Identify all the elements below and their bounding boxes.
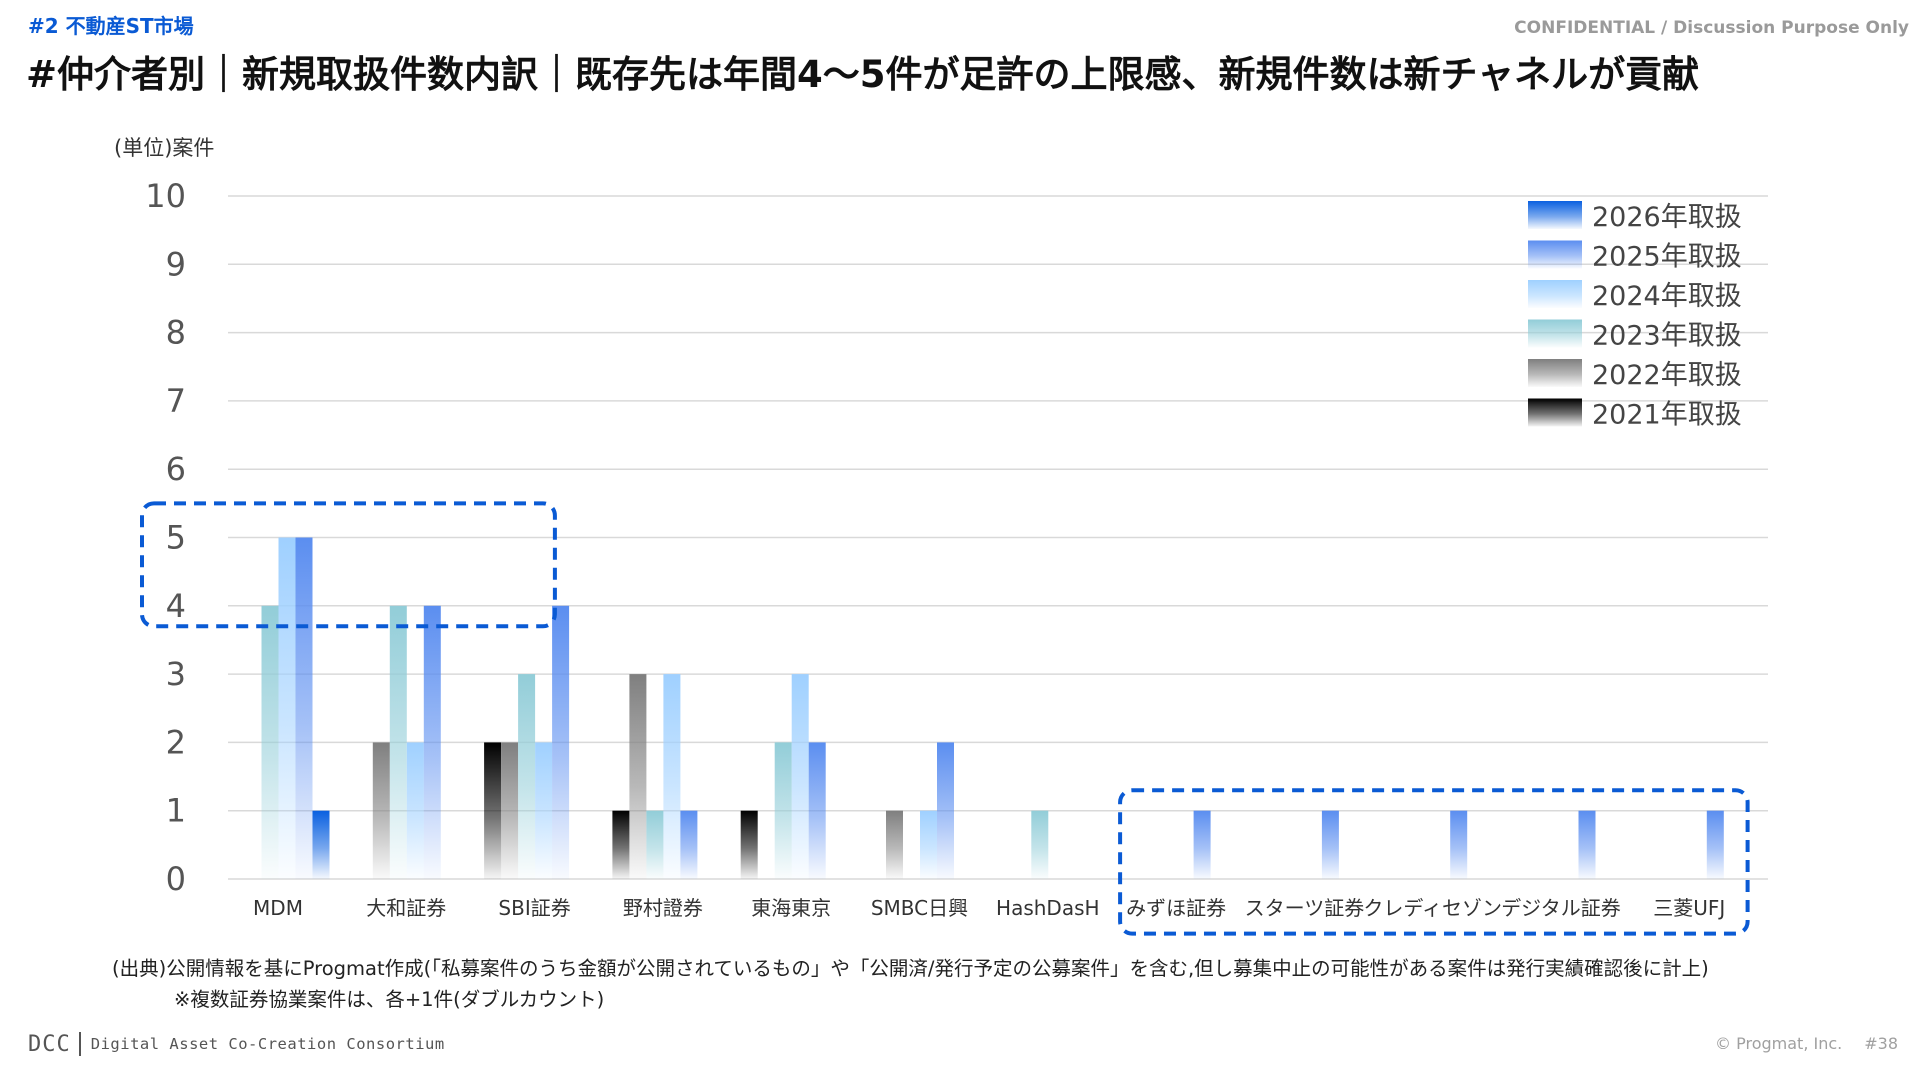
bar-2025年取扱-MDM: [295, 537, 313, 879]
legend-swatch: [1528, 280, 1582, 308]
legend-swatch: [1528, 319, 1582, 348]
copyright: © Progmat, Inc. #38: [1693, 1034, 1898, 1053]
y-tick-label: 2: [166, 723, 186, 761]
bar-2025年取扱-野村證券: [680, 810, 698, 879]
page-number: #38: [1864, 1034, 1898, 1053]
y-tick-label: 1: [166, 792, 186, 830]
copyright-text: © Progmat, Inc.: [1715, 1034, 1843, 1053]
y-tick-label: 5: [166, 519, 186, 557]
bar-2023年取扱-大和証券: [389, 605, 407, 879]
bar-2023年取扱-東海東京: [774, 742, 792, 879]
x-tick-label: 三菱UFJ: [1653, 896, 1725, 920]
legend-swatch: [1528, 398, 1582, 427]
legend-swatch: [1528, 201, 1582, 229]
bar-2021年取扱-東海東京: [740, 810, 758, 879]
y-tick-label: 7: [166, 382, 186, 420]
legend-swatch: [1528, 359, 1582, 387]
bar-2025年取扱-SMBC日興: [937, 742, 954, 879]
bar-2023年取扱-MDM: [261, 605, 279, 879]
bar-2024年取扱-SMBC日興: [920, 810, 937, 879]
x-tick-label: みずほ証券: [1126, 896, 1226, 920]
bar-2021年取扱-SBI証券: [484, 742, 502, 879]
legend-label: 2022年取扱: [1592, 360, 1742, 391]
bar-2024年取扱-東海東京: [791, 674, 809, 879]
x-tick-label: SMBC日興: [871, 896, 968, 920]
legend-swatch: [1528, 240, 1582, 269]
bar-2023年取扱-HashDasH: [1031, 810, 1049, 879]
bar-2025年取扱-三菱UFJ: [1706, 810, 1724, 879]
bar-2023年取扱-野村證券: [646, 810, 664, 879]
page-title: #仲介者別｜新規取扱件数内訳｜既存先は年間4～5件が足許の上限感、新規件数は新チ…: [26, 53, 1700, 96]
bar-2022年取扱-野村證券: [629, 674, 647, 879]
legend-label: 2021年取扱: [1592, 400, 1742, 431]
legend-label: 2024年取扱: [1592, 281, 1742, 312]
y-tick-label: 3: [166, 655, 186, 693]
y-tick-label: 9: [166, 245, 186, 283]
highlight-box-1: [140, 501, 557, 629]
double-count-note: ※複数証券協業案件は、各+1件(ダブルカウント): [174, 988, 605, 1011]
y-tick-label: 0: [166, 860, 186, 898]
unit-label: (単位)案件: [114, 136, 214, 160]
bar-2022年取扱-SMBC日興: [886, 810, 903, 879]
legend-label: 2023年取扱: [1592, 321, 1742, 352]
logo-divider: [78, 1032, 81, 1056]
y-tick-label: 10: [145, 177, 186, 215]
bar-2022年取扱-大和証券: [372, 742, 390, 879]
x-tick-label: クレディセゾン: [1363, 896, 1502, 920]
y-tick-label: 6: [166, 450, 186, 488]
bar-chart: 0 1 2 3 4 5 6 7 8 9 10 (単位)案件 MDM 大和証券 SBI証券 野村證券 東海東京…: [114, 136, 1768, 936]
y-axis: 0 1 2 3 4 5 6 7 8 9 10: [145, 177, 186, 898]
section-tag: #2 不動産ST市場: [28, 14, 194, 38]
gridlines: [228, 195, 1768, 880]
bar-2023年取扱-SBI証券: [518, 674, 536, 879]
bar-2025年取扱-SBI証券: [552, 605, 570, 879]
logo-mark: DCC: [28, 1031, 71, 1057]
x-tick-label: SBI証券: [498, 896, 570, 920]
logo-name: Digital Asset Co-Creation Consortium: [90, 1035, 445, 1053]
bar-2025年取扱-デジタル証券: [1578, 810, 1596, 879]
bar-2024年取扱-野村證券: [663, 674, 681, 879]
bar-2021年取扱-野村證券: [612, 810, 630, 879]
bar-2025年取扱-スターツ証券: [1321, 810, 1339, 879]
bar-2024年取扱-MDM: [278, 537, 296, 879]
dcc-logo: DCC Digital Asset Co-Creation Consortium: [28, 1029, 445, 1059]
highlight-box-2: [1118, 788, 1750, 936]
x-tick-label: HashDasH: [996, 896, 1100, 920]
source-note: (出典)公開情報を基にProgmat作成(「私募案件のうち金額が公開されているも…: [112, 957, 1709, 980]
bar-2026年取扱-MDM: [312, 810, 330, 879]
x-tick-label: 東海東京: [751, 896, 831, 920]
bar-2025年取扱-クレディセゾン: [1450, 810, 1468, 879]
x-tick-label: デジタル証券: [1501, 896, 1621, 920]
y-tick-label: 4: [166, 587, 186, 625]
highlight-boxes: [140, 501, 1750, 936]
bar-2025年取扱-大和証券: [423, 605, 441, 879]
bar-2022年取扱-SBI証券: [501, 742, 519, 879]
legend: 2026年取扱 2025年取扱 2024年取扱 2023年取扱 2022年取扱 2021年…: [1528, 201, 1742, 431]
legend-label: 2025年取扱: [1592, 242, 1742, 273]
bars: [261, 537, 1724, 879]
x-tick-label: MDM: [253, 896, 303, 920]
bar-2025年取扱-みずほ証券: [1193, 810, 1211, 879]
x-tick-label: スターツ証券: [1245, 896, 1365, 920]
x-axis: MDM 大和証券 SBI証券 野村證券 東海東京 SMBC日興 HashDasH みずほ証券ス…: [253, 896, 1725, 920]
bar-2024年取扱-SBI証券: [535, 742, 553, 879]
bar-2025年取扱-東海東京: [808, 742, 826, 879]
confidential-label: CONFIDENTIAL / Discussion Purpose Only: [1514, 18, 1909, 38]
legend-label: 2026年取扱: [1592, 202, 1742, 233]
bar-2024年取扱-大和証券: [406, 742, 424, 879]
x-tick-label: 大和証券: [366, 896, 446, 920]
y-tick-label: 8: [166, 314, 186, 352]
x-tick-label: 野村證券: [623, 896, 703, 920]
